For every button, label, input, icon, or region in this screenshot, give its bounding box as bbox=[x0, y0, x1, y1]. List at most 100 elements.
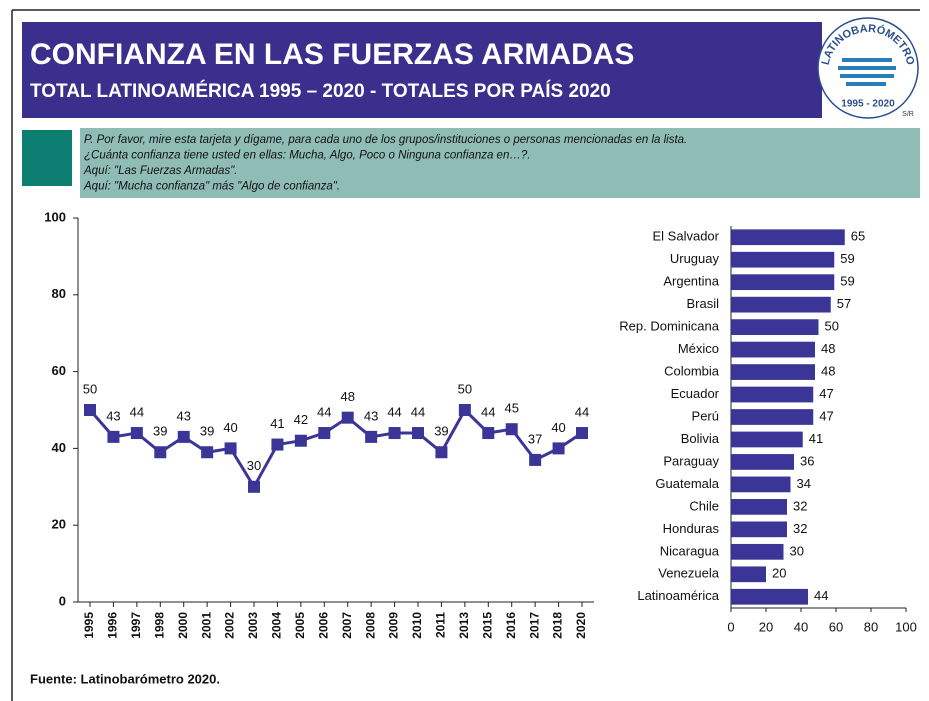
x-tick-label: 100 bbox=[895, 619, 917, 634]
data-label: 42 bbox=[294, 412, 308, 427]
x-tick-label: 2010 bbox=[410, 612, 424, 639]
y-tick-label: Nicaragua bbox=[660, 543, 720, 558]
x-tick-label: 2013 bbox=[457, 612, 471, 639]
bar bbox=[731, 454, 794, 470]
y-tick-label: Bolivia bbox=[681, 431, 720, 446]
marker bbox=[505, 423, 518, 436]
x-tick-label: 1997 bbox=[129, 612, 143, 639]
x-tick-label: 20 bbox=[759, 619, 773, 634]
x-tick-label: 40 bbox=[794, 619, 808, 634]
y-tick-label: Honduras bbox=[663, 521, 720, 536]
x-tick-label: 2006 bbox=[316, 612, 330, 639]
y-tick-label: México bbox=[678, 341, 719, 356]
data-label: 43 bbox=[176, 408, 190, 423]
data-label: 44 bbox=[481, 404, 495, 419]
marker bbox=[177, 430, 190, 443]
x-tick-label: 2008 bbox=[363, 612, 377, 639]
y-tick-label: Ecuador bbox=[671, 386, 720, 401]
x-tick-label: 0 bbox=[727, 619, 734, 634]
data-label: 44 bbox=[575, 404, 589, 419]
x-tick-label: 2017 bbox=[527, 612, 541, 639]
logo-stripes bbox=[838, 58, 896, 86]
y-tick-label: Guatemala bbox=[655, 476, 719, 491]
x-tick-label: 2007 bbox=[340, 612, 354, 639]
marker bbox=[271, 438, 284, 451]
data-label: 39 bbox=[153, 424, 167, 439]
marker bbox=[130, 427, 143, 440]
data-label: 44 bbox=[387, 404, 401, 419]
data-label: 40 bbox=[223, 420, 237, 435]
question-line: Aquí: "Las Fuerzas Armadas". bbox=[83, 165, 237, 177]
data-label: 32 bbox=[793, 521, 807, 536]
bar bbox=[731, 229, 845, 246]
x-tick-label: 1996 bbox=[106, 612, 120, 639]
line bbox=[88, 407, 583, 490]
data-label: 50 bbox=[83, 381, 97, 396]
data-label: 39 bbox=[434, 424, 448, 439]
data-label: 36 bbox=[800, 453, 814, 468]
x-tick-label: 2018 bbox=[551, 612, 565, 639]
y-tick-label: Brasil bbox=[686, 296, 719, 311]
question-line: Aquí: "Mucha confianza" más "Algo de con… bbox=[83, 181, 340, 193]
data-label: 44 bbox=[411, 404, 425, 419]
title-banner bbox=[22, 22, 822, 118]
x-tick-label: 2000 bbox=[176, 612, 190, 639]
title: CONFIANZA EN LAS FUERZAS ARMADAS bbox=[30, 38, 634, 71]
data-label: 30 bbox=[790, 543, 804, 558]
data-label: 59 bbox=[840, 274, 854, 289]
marker bbox=[458, 404, 471, 416]
data-label: 30 bbox=[247, 458, 261, 473]
bar bbox=[731, 566, 766, 583]
y-tick-label: Chile bbox=[689, 498, 719, 513]
bar bbox=[731, 341, 815, 358]
data-label: 37 bbox=[528, 431, 542, 446]
x-tick-label: 2015 bbox=[480, 612, 494, 639]
data-label: 41 bbox=[809, 431, 823, 446]
bar bbox=[731, 319, 819, 335]
data-label: 47 bbox=[819, 408, 833, 423]
logo-years: 1995 - 2020 bbox=[841, 99, 895, 110]
data-label: 40 bbox=[551, 420, 565, 435]
data-label: 59 bbox=[840, 251, 854, 266]
bar bbox=[731, 251, 835, 268]
x-tick-label: 2004 bbox=[270, 612, 284, 639]
y-tick-label: Perú bbox=[692, 408, 719, 423]
marker bbox=[435, 446, 448, 459]
bar bbox=[731, 499, 787, 515]
marker bbox=[412, 427, 424, 440]
bar bbox=[731, 543, 784, 560]
x-tick-label: 2020 bbox=[574, 612, 588, 639]
x-tick-label: 2016 bbox=[504, 612, 518, 639]
x-tick-label: 2003 bbox=[246, 612, 260, 639]
y-tick-label: 20 bbox=[52, 517, 66, 532]
bar bbox=[731, 521, 787, 538]
y-tick-label: Venezuela bbox=[658, 566, 719, 581]
data-label: 39 bbox=[200, 424, 214, 439]
marker bbox=[224, 442, 237, 455]
data-label: 48 bbox=[340, 389, 354, 404]
data-label: 44 bbox=[814, 588, 828, 603]
marker bbox=[365, 430, 378, 443]
marker bbox=[107, 430, 120, 443]
x-tick-label: 1998 bbox=[152, 612, 166, 639]
y-tick-label: Colombia bbox=[664, 363, 720, 378]
x-tick-label: 2009 bbox=[387, 612, 401, 639]
data-label: 50 bbox=[825, 319, 839, 334]
y-tick-label: 80 bbox=[52, 286, 66, 301]
data-label: 32 bbox=[793, 498, 807, 513]
data-label: 20 bbox=[772, 566, 786, 581]
data-label: 43 bbox=[364, 408, 378, 423]
data-label: 47 bbox=[819, 386, 833, 401]
question-line: P. Por favor, mire esta tarjeta y dígame… bbox=[84, 134, 687, 146]
data-label: 65 bbox=[851, 229, 865, 244]
marker bbox=[576, 427, 588, 440]
data-label: 44 bbox=[130, 404, 144, 419]
data-label: 34 bbox=[797, 476, 811, 491]
data-label: 44 bbox=[317, 404, 331, 419]
marker bbox=[84, 404, 96, 416]
y-tick-label: Paraguay bbox=[663, 453, 719, 468]
bar bbox=[731, 409, 814, 425]
x-tick-label: 60 bbox=[829, 619, 843, 634]
y-tick-label: El Salvador bbox=[653, 229, 720, 244]
marker bbox=[201, 446, 214, 459]
